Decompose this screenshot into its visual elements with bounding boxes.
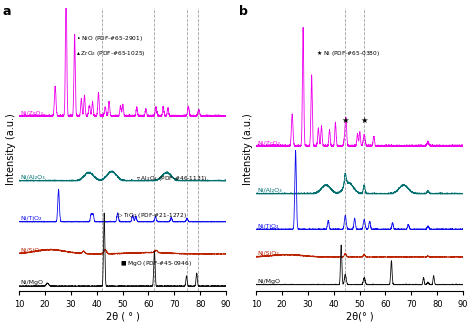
Text: Ni/Al₂O₃: Ni/Al₂O₃ [257, 188, 282, 193]
Text: $\bigstar$: $\bigstar$ [341, 115, 350, 125]
Text: $\mathbf{\blacksquare}$ MgO (PDF-#45-0946): $\mathbf{\blacksquare}$ MgO (PDF-#45-094… [120, 259, 192, 268]
Text: $\bigstar$ Ni (PDF-#65-0380): $\bigstar$ Ni (PDF-#65-0380) [316, 48, 380, 59]
Text: Ni/TiO₂: Ni/TiO₂ [257, 223, 279, 228]
Text: b: b [239, 5, 248, 18]
Text: Ni/MgO: Ni/MgO [20, 280, 43, 285]
Text: Ni/TiO₂: Ni/TiO₂ [20, 215, 42, 221]
X-axis label: 2θ(° ): 2θ(° ) [346, 311, 374, 321]
Text: Ni/ZrO₂: Ni/ZrO₂ [257, 140, 280, 145]
Text: Ni/Al₂O₃: Ni/Al₂O₃ [20, 175, 45, 180]
Text: $\mathbf{\triangleright}$ TiO$_2$ (PDF-#21-1272): $\mathbf{\triangleright}$ TiO$_2$ (PDF-#… [118, 212, 187, 220]
Text: $\bullet$ NiO (PDF-#65-2901): $\bullet$ NiO (PDF-#65-2901) [76, 34, 143, 43]
Text: a: a [2, 5, 11, 18]
Text: Ni/MgO: Ni/MgO [257, 279, 280, 284]
Text: $\bigstar$: $\bigstar$ [360, 115, 369, 125]
Y-axis label: Intensity (a.u.): Intensity (a.u.) [6, 113, 16, 185]
Y-axis label: Intensity (a.u.): Intensity (a.u.) [243, 113, 253, 185]
Text: $\mathbf{\triangledown}$ Al$_2$O$_3$ (PDF-#46-1131): $\mathbf{\triangledown}$ Al$_2$O$_3$ (PD… [136, 174, 207, 183]
Text: Ni/ZrO₂: Ni/ZrO₂ [20, 110, 43, 115]
Text: $\blacktriangle$ ZrO$_2$ (PDF-#65-1025): $\blacktriangle$ ZrO$_2$ (PDF-#65-1025) [76, 49, 146, 58]
X-axis label: 2θ ( ° ): 2θ ( ° ) [106, 311, 139, 321]
Text: Ni/SiO₂: Ni/SiO₂ [20, 248, 42, 253]
Text: Ni/SiO₂: Ni/SiO₂ [257, 251, 279, 256]
